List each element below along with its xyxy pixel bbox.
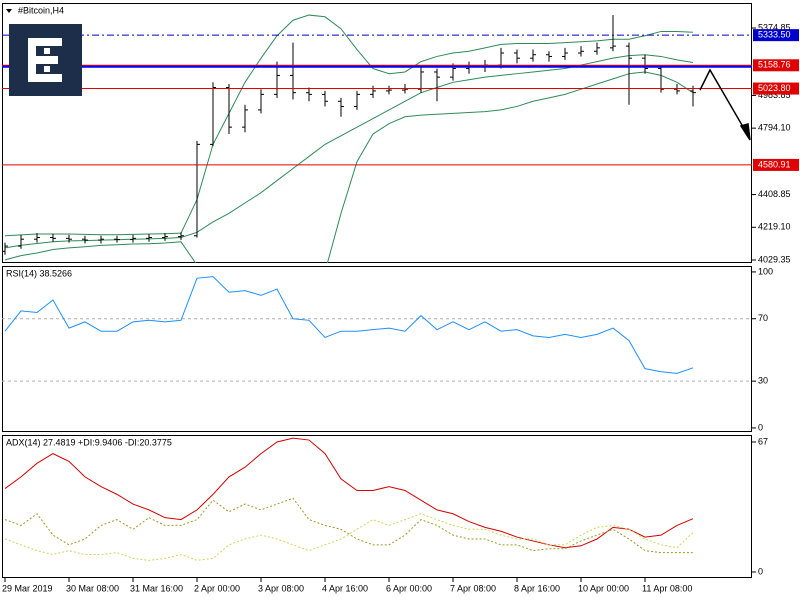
logo [9, 24, 82, 96]
y-tick-label: 30 [758, 376, 768, 386]
y-tick-label: 0 [758, 422, 763, 432]
x-tick-label: 3 Apr 08:00 [258, 583, 304, 593]
y-tick-label: 100 [758, 266, 773, 276]
adx-panel [2, 435, 752, 578]
indicator-plot [4, 276, 694, 374]
level-box [753, 82, 799, 95]
y-tick-label: 70 [758, 313, 768, 323]
y-tick-label: 4219.10 [758, 222, 791, 232]
y-tick-label: 67 [758, 436, 768, 446]
y-tick-label: 0 [758, 566, 763, 576]
y-tick-label: 4408.85 [758, 189, 791, 199]
level-box [753, 158, 799, 171]
x-tick-label: 31 Mar 16:00 [130, 583, 183, 593]
x-tick-label: 8 Apr 16:00 [514, 583, 560, 593]
level-label: 5333.50 [758, 30, 791, 40]
adx-title: ADX(14) 27.4819 +DI:9.9406 -DI:20.3775 [6, 437, 172, 447]
y-tick-label: 4794.10 [758, 123, 791, 133]
level-label: 4580.91 [758, 159, 791, 169]
price-title: #Bitcoin,H4 [18, 5, 64, 15]
x-tick-label: 7 Apr 08:00 [450, 583, 496, 593]
level-label: 5158.76 [758, 60, 791, 70]
x-tick-label: 6 Apr 00:00 [386, 583, 432, 593]
y-tick-label: 5374.85 [758, 22, 791, 32]
indicator-line [4, 497, 694, 554]
level-label: 5023.80 [758, 83, 791, 93]
plot-layer: 5374.85 4983.85 4794.10 4408.85 4219.10 4029.… [2, 14, 799, 593]
rsi-title: RSI(14) 38.5266 [6, 268, 72, 278]
indicator-plot [4, 437, 694, 561]
x-tick-label: 2 Apr 00:00 [194, 583, 240, 593]
indicator-line [4, 437, 694, 549]
level-box [753, 59, 799, 72]
menu-triangle [6, 9, 12, 13]
x-tick-label: 30 Mar 08:00 [66, 583, 119, 593]
x-tick-label: 29 Mar 2019 [2, 583, 53, 593]
x-tick-label: 11 Apr 08:00 [642, 583, 692, 593]
x-tick-label: 10 Apr 00:00 [578, 583, 629, 593]
bollinger-upper [4, 14, 694, 237]
y-tick-label: 4983.85 [758, 90, 791, 100]
y-tick-label: 4029.35 [758, 254, 791, 264]
price-panel [2, 3, 752, 263]
x-tick-label: 4 Apr 16:00 [322, 583, 368, 593]
bollinger-lower [4, 71, 694, 263]
rsi-panel [2, 266, 752, 432]
forecast-arrow [699, 68, 751, 141]
rsi-line [4, 276, 694, 374]
level-box [753, 29, 799, 42]
